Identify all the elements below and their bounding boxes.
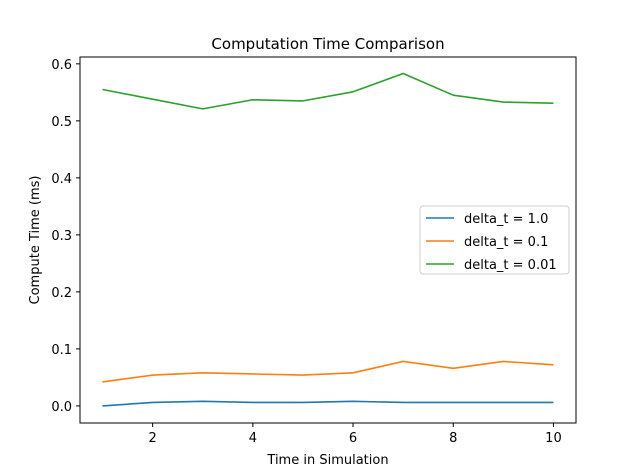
y-tick-label: 0.6 bbox=[51, 58, 72, 73]
y-tick-label: 0.5 bbox=[51, 115, 72, 130]
y-tick-label: 0.2 bbox=[51, 286, 72, 301]
y-tick-label: 0.1 bbox=[51, 343, 72, 358]
x-axis: 2 4 6 8 10 bbox=[149, 423, 562, 446]
plot-frame bbox=[79, 56, 577, 424]
series-line-2 bbox=[102, 72, 554, 110]
y-tick-label: 0.0 bbox=[51, 400, 72, 415]
legend-entry-label: delta_t = 0.01 bbox=[464, 258, 557, 273]
x-tick-label: 6 bbox=[349, 431, 357, 446]
series-line-0 bbox=[102, 400, 554, 407]
x-tick-label: 10 bbox=[545, 431, 562, 446]
y-axis-label: Compute Time (ms) bbox=[28, 176, 43, 305]
legend-entry-label: delta_t = 0.1 bbox=[464, 235, 548, 250]
chart-title: Computation Time Comparison bbox=[211, 35, 444, 53]
x-axis-label: Time in Simulation bbox=[266, 453, 388, 468]
y-axis: 0.0 0.1 0.2 0.3 0.4 0.5 0.6 bbox=[51, 58, 80, 415]
legend-entry-label: delta_t = 1.0 bbox=[464, 212, 548, 227]
plot-series-layer bbox=[102, 72, 554, 407]
series-line-1 bbox=[102, 360, 554, 383]
x-tick-label: 4 bbox=[249, 431, 257, 446]
x-tick-label: 2 bbox=[149, 431, 157, 446]
y-tick-label: 0.4 bbox=[51, 172, 72, 187]
legend-box bbox=[419, 205, 570, 275]
y-tick-label: 0.3 bbox=[51, 229, 72, 244]
legend: delta_t = 1.0 delta_t = 0.1 delta_t = 0.01 bbox=[419, 205, 570, 275]
x-tick-label: 8 bbox=[449, 431, 457, 446]
